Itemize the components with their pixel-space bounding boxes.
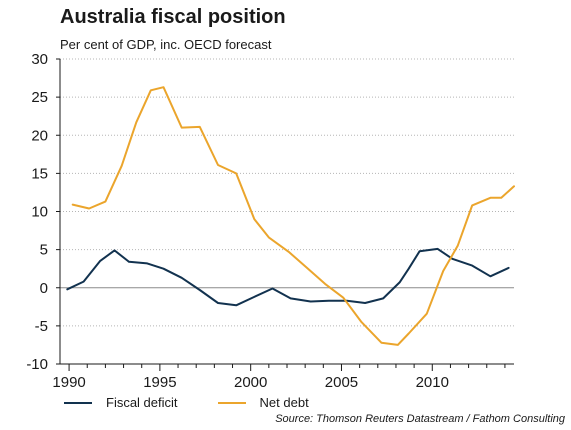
x-tick-label: 1995 xyxy=(143,374,176,391)
series-line-fiscal-deficit xyxy=(66,247,510,307)
series-line-net-debt xyxy=(71,86,515,346)
x-tick-label: 2005 xyxy=(325,374,358,391)
legend-item-fiscal-deficit: Fiscal deficit xyxy=(64,395,178,410)
legend-swatch-fiscal-deficit xyxy=(64,401,92,404)
chart-subtitle: Per cent of GDP, inc. OECD forecast xyxy=(60,37,272,52)
legend: Fiscal deficit Net debt xyxy=(64,395,349,410)
y-tick-label: 20 xyxy=(31,127,48,144)
legend-swatch-net-debt xyxy=(217,401,246,404)
legend-label-fiscal-deficit: Fiscal deficit xyxy=(106,395,178,410)
grid-lines xyxy=(60,58,514,327)
y-tick-label: 25 xyxy=(31,89,48,106)
y-tick-label: 10 xyxy=(31,204,48,221)
x-tick-label: 2010 xyxy=(416,374,449,391)
x-tick-label: 2000 xyxy=(234,374,267,391)
legend-label-net-debt: Net debt xyxy=(259,395,309,410)
y-tick-label: 15 xyxy=(31,165,48,182)
axes xyxy=(56,58,514,371)
y-tick-label: 0 xyxy=(40,280,48,297)
chart-title: Australia fiscal position xyxy=(60,6,286,28)
y-tick-label: 5 xyxy=(40,242,48,259)
y-tick-label: -10 xyxy=(26,356,48,373)
series-lines xyxy=(66,86,515,346)
y-tick-label: 30 xyxy=(31,51,48,68)
y-tick-label: -5 xyxy=(35,318,48,335)
x-tick-label: 1990 xyxy=(52,374,85,391)
source-note: Source: Thomson Reuters Datastream / Fat… xyxy=(275,413,565,425)
legend-item-net-debt: Net debt xyxy=(217,395,309,410)
